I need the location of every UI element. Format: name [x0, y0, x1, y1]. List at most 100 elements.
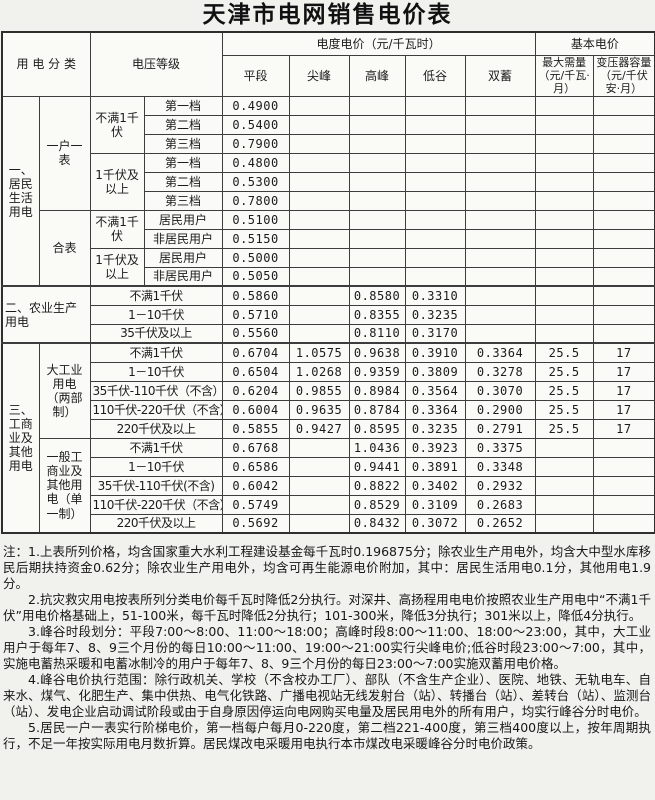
price-cell: 0.3402	[404, 475, 466, 496]
empty-cell	[534, 247, 594, 268]
price-cell: 17	[592, 380, 655, 401]
user-type-label: 非居民用户	[143, 266, 223, 287]
price-cell: 0.5692	[221, 513, 290, 534]
price-cell: 0.3364	[404, 399, 466, 420]
empty-cell	[592, 247, 655, 268]
empty-cell	[288, 513, 350, 534]
price-cell: 0.5860	[221, 285, 290, 306]
empty-cell	[592, 323, 655, 344]
price-cell: 0.3348	[464, 456, 536, 477]
empty-cell	[592, 437, 655, 458]
empty-cell	[404, 171, 466, 192]
price-cell: 25.5	[534, 342, 594, 363]
empty-cell	[348, 171, 406, 192]
price-cell: 0.3170	[404, 323, 466, 344]
price-cell: 1.0268	[288, 361, 350, 382]
price-cell: 0.3235	[404, 304, 466, 325]
subcategory-label: 一户一表	[38, 95, 91, 211]
empty-cell	[404, 247, 466, 268]
empty-cell	[288, 247, 350, 268]
price-cell: 0.3072	[404, 513, 466, 534]
price-cell: 0.2791	[464, 418, 536, 439]
empty-cell	[534, 456, 594, 477]
header-flat: 平段	[221, 55, 290, 97]
empty-cell	[534, 323, 594, 344]
price-cell: 0.3910	[404, 342, 466, 363]
voltage-label: 不满1千伏	[89, 95, 145, 154]
table-row: 1－10千伏 0.6504 1.0268 0.9359 0.3809 0.327…	[2, 361, 655, 382]
price-cell: 0.6042	[221, 475, 290, 496]
empty-cell	[404, 114, 466, 135]
empty-cell	[288, 437, 350, 458]
table-row: 非居民用户 0.5150	[2, 228, 655, 249]
empty-cell	[464, 171, 536, 192]
tier-label: 第二档	[143, 171, 223, 192]
price-cell: 25.5	[534, 361, 594, 382]
subcategory-label: 合表	[38, 209, 91, 287]
empty-cell	[534, 171, 594, 192]
price-cell: 0.5855	[221, 418, 290, 439]
empty-cell	[348, 266, 406, 287]
empty-cell	[464, 133, 536, 154]
empty-cell	[592, 114, 655, 135]
empty-cell	[534, 133, 594, 154]
empty-cell	[464, 209, 536, 230]
empty-cell	[348, 209, 406, 230]
price-cell: 0.2932	[464, 475, 536, 496]
table-row: 第三档 0.7900	[2, 133, 655, 154]
price-cell: 0.6768	[221, 437, 290, 458]
empty-cell	[592, 209, 655, 230]
empty-cell	[288, 323, 350, 344]
price-cell: 0.5749	[221, 494, 290, 515]
empty-cell	[348, 228, 406, 249]
page-title: 天津市电网销售电价表	[202, 2, 453, 28]
empty-cell	[592, 285, 655, 306]
empty-cell	[534, 95, 594, 116]
header-peak: 高峰	[348, 55, 406, 97]
table-row: 35千伏-110千伏（不含） 0.6204 0.9855 0.8984 0.35…	[2, 380, 655, 401]
user-type-label: 居民用户	[143, 209, 223, 230]
empty-cell	[592, 152, 655, 173]
price-cell: 0.7900	[221, 133, 290, 154]
note-item: 3.峰谷时段划分：平段7:00～8:00、11:00～18:00；高峰时段8:0…	[3, 624, 651, 672]
price-cell: 1.0575	[288, 342, 350, 363]
header-sharp-peak: 尖峰	[288, 55, 350, 97]
price-cell: 25.5	[534, 399, 594, 420]
price-cell: 0.5100	[221, 209, 290, 230]
price-cell: 0.3278	[464, 361, 536, 382]
empty-cell	[464, 323, 536, 344]
table-row: 110千伏-220千伏（不含） 0.5749 0.8529 0.3109 0.2…	[2, 494, 655, 515]
price-cell: 0.3564	[404, 380, 466, 401]
empty-cell	[534, 285, 594, 306]
price-cell: 0.6704	[221, 342, 290, 363]
empty-cell	[288, 133, 350, 154]
table-row: 220千伏及以上 0.5855 0.9427 0.8595 0.3235 0.2…	[2, 418, 655, 439]
empty-cell	[592, 228, 655, 249]
empty-cell	[534, 475, 594, 496]
empty-cell	[464, 228, 536, 249]
empty-cell	[534, 513, 594, 534]
price-cell: 0.9638	[348, 342, 406, 363]
voltage-label: 35千伏-110千伏(不含)	[89, 475, 223, 496]
voltage-label: 110千伏-220千伏（不含）	[89, 494, 223, 515]
user-type-label: 居民用户	[143, 247, 223, 268]
table-row: 1－10千伏 0.5710 0.8355 0.3235	[2, 304, 655, 325]
price-cell: 0.2683	[464, 494, 536, 515]
empty-cell	[592, 133, 655, 154]
empty-cell	[288, 114, 350, 135]
price-cell: 25.5	[534, 380, 594, 401]
price-cell: 0.3310	[404, 285, 466, 306]
voltage-label: 1千伏及以上	[89, 247, 145, 287]
empty-cell	[288, 95, 350, 116]
price-cell: 0.6004	[221, 399, 290, 420]
header-voltage-level: 电压等级	[89, 31, 223, 97]
header-energy-price-group: 电度电价（元/千瓦时）	[221, 31, 536, 57]
subcategory-label: 大工业用电（两部制）	[38, 342, 91, 439]
subcategory-label: 一般工商业及其他用电（单一制）	[38, 437, 91, 534]
empty-cell	[592, 266, 655, 287]
header-usage-class: 用 电 分 类	[1, 31, 91, 97]
price-cell: 0.2652	[464, 513, 536, 534]
price-cell: 0.3070	[464, 380, 536, 401]
empty-cell	[464, 152, 536, 173]
table-row: 1－10千伏 0.6586 0.9441 0.3891 0.3348	[2, 456, 655, 477]
